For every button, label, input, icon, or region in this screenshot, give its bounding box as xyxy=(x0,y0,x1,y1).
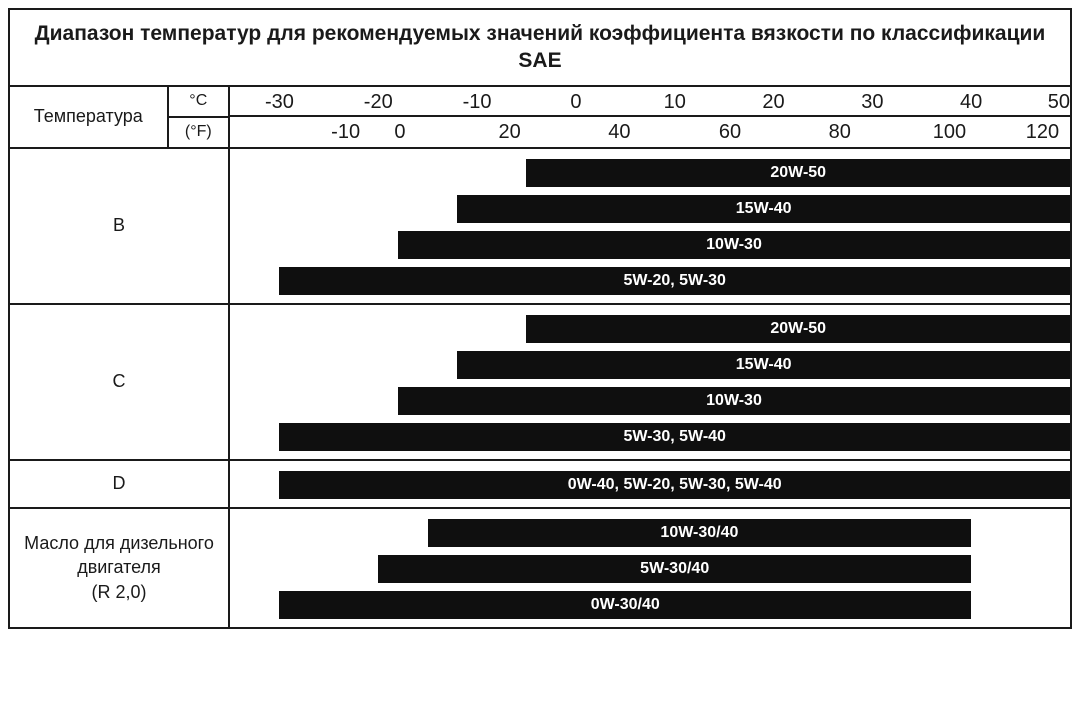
viscosity-bar: 5W-20, 5W-30 xyxy=(279,267,1070,295)
bar-wrap: 15W-40 xyxy=(230,195,1070,223)
bar-wrap: 5W-30/40 xyxy=(230,555,1070,583)
scale-area: -30-20-1001020304050 -10020406080100120 xyxy=(230,87,1070,147)
bar-wrap: 10W-30/40 xyxy=(230,519,1070,547)
group-label: B xyxy=(10,149,230,303)
viscosity-bar: 0W-40, 5W-20, 5W-30, 5W-40 xyxy=(279,471,1070,499)
viscosity-bar: 5W-30/40 xyxy=(378,555,971,583)
tick-celsius: -30 xyxy=(265,87,294,117)
bar-wrap: 20W-50 xyxy=(230,159,1070,187)
groups-container: B 20W-50 15W-40 10W-30 5W-20, 5W-30 C 20W-50 15… xyxy=(10,149,1070,627)
tick-celsius: 20 xyxy=(762,87,784,117)
chart-title: Диапазон температур для рекомендуемых зн… xyxy=(10,10,1070,87)
bar-wrap: 0W-40, 5W-20, 5W-30, 5W-40 xyxy=(230,471,1070,499)
viscosity-bar: 10W-30/40 xyxy=(428,519,972,547)
bars-area: 10W-30/40 5W-30/40 0W-30/40 xyxy=(230,509,1070,627)
tick-fahrenheit: 20 xyxy=(499,117,521,147)
bar-wrap: 5W-20, 5W-30 xyxy=(230,267,1070,295)
viscosity-bar: 20W-50 xyxy=(526,315,1070,343)
tick-fahrenheit: 80 xyxy=(829,117,851,147)
bar-wrap: 15W-40 xyxy=(230,351,1070,379)
header-left: Температура °C (°F) xyxy=(10,87,230,147)
tick-fahrenheit: 0 xyxy=(394,117,405,147)
viscosity-bar: 15W-40 xyxy=(457,351,1070,379)
viscosity-bar: 15W-40 xyxy=(457,195,1070,223)
tick-celsius: 50 xyxy=(1048,87,1070,117)
viscosity-bar: 0W-30/40 xyxy=(279,591,971,619)
bar-wrap: 5W-30, 5W-40 xyxy=(230,423,1070,451)
bars-area: 20W-50 15W-40 10W-30 5W-20, 5W-30 xyxy=(230,149,1070,303)
group-label: Масло для дизельного двигателя (R 2,0) xyxy=(10,509,230,627)
bar-wrap: 10W-30 xyxy=(230,387,1070,415)
scale-celsius: -30 -20 -10 0 10 20 30 40 50 xyxy=(230,87,1070,117)
header-row: Температура °C (°F) -30-20-1001020304050… xyxy=(10,87,1070,149)
viscosity-bar: 10W-30 xyxy=(398,231,1070,259)
viscosity-bar: 5W-30, 5W-40 xyxy=(279,423,1070,451)
viscosity-bar: 20W-50 xyxy=(526,159,1070,187)
tick-celsius: -10 xyxy=(463,87,492,117)
bars-area: 20W-50 15W-40 10W-30 5W-30, 5W-40 xyxy=(230,305,1070,459)
bar-wrap: 20W-50 xyxy=(230,315,1070,343)
group-label: D xyxy=(10,461,230,507)
tick-fahrenheit: 120 xyxy=(1026,117,1059,147)
group-label: C xyxy=(10,305,230,459)
bar-wrap: 10W-30 xyxy=(230,231,1070,259)
tick-fahrenheit: 40 xyxy=(608,117,630,147)
viscosity-bar: 10W-30 xyxy=(398,387,1070,415)
tick-fahrenheit: 60 xyxy=(719,117,741,147)
temperature-label: Температура xyxy=(10,87,169,147)
tick-celsius: 0 xyxy=(570,87,581,117)
group-row: Масло для дизельного двигателя (R 2,0)10… xyxy=(10,509,1070,627)
scale-fahrenheit: -10 0 20 40 60 80 100 120 xyxy=(230,117,1070,147)
tick-fahrenheit: 100 xyxy=(933,117,966,147)
sae-viscosity-chart: Диапазон температур для рекомендуемых зн… xyxy=(8,8,1072,629)
tick-celsius: -20 xyxy=(364,87,393,117)
tick-celsius: 30 xyxy=(861,87,883,117)
unit-cells: °C (°F) xyxy=(169,87,228,147)
unit-fahrenheit: (°F) xyxy=(169,118,228,147)
tick-fahrenheit: -10 xyxy=(331,117,360,147)
bar-wrap: 0W-30/40 xyxy=(230,591,1070,619)
tick-celsius: 40 xyxy=(960,87,982,117)
group-row: D 0W-40, 5W-20, 5W-30, 5W-40 xyxy=(10,461,1070,509)
bars-area: 0W-40, 5W-20, 5W-30, 5W-40 xyxy=(230,461,1070,507)
group-row: B 20W-50 15W-40 10W-30 5W-20, 5W-30 xyxy=(10,149,1070,305)
tick-celsius: 10 xyxy=(664,87,686,117)
unit-celsius: °C xyxy=(169,87,228,118)
group-row: C 20W-50 15W-40 10W-30 5W-30, 5W-40 xyxy=(10,305,1070,461)
